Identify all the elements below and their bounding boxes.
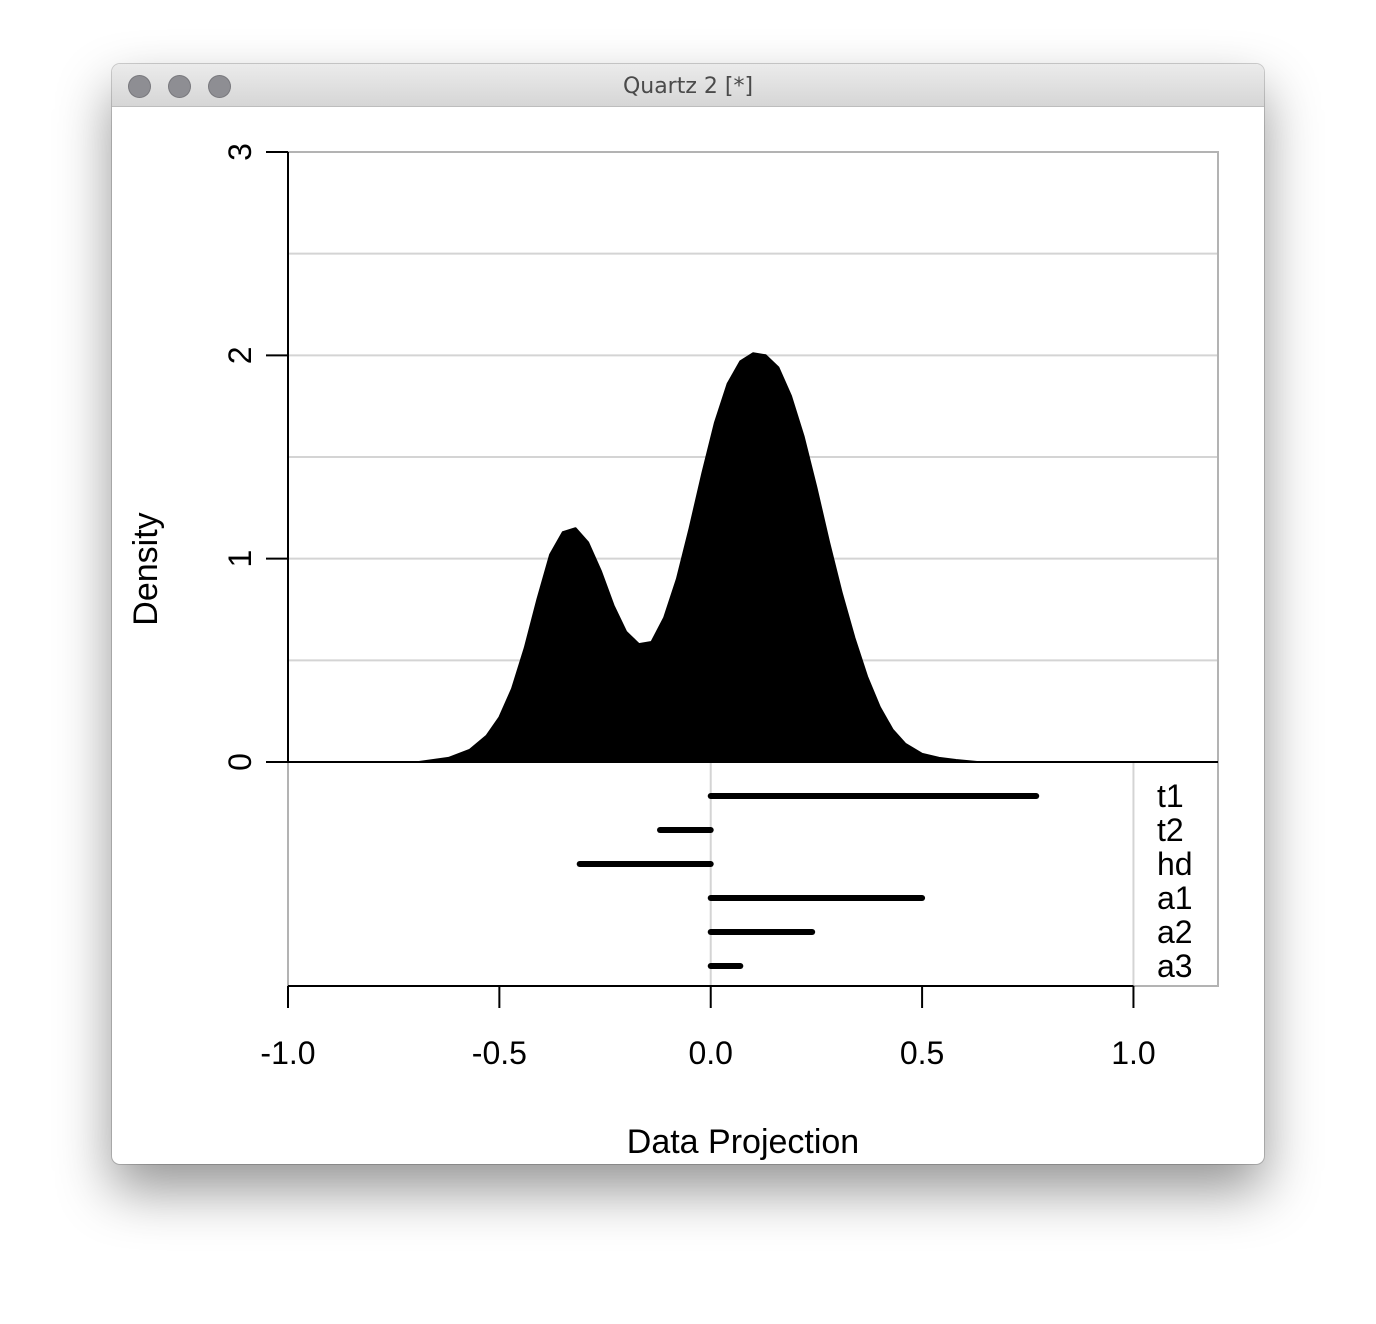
x-tick-label: -1.0	[260, 1035, 315, 1071]
x-axis-label: Data Projection	[627, 1123, 859, 1161]
segment-label-a3: a3	[1157, 948, 1193, 984]
x-tick-label: 1.0	[1111, 1035, 1155, 1071]
y-tick-label: 0	[222, 753, 258, 771]
close-button[interactable]	[128, 75, 151, 98]
x-tick-label: 0.0	[688, 1035, 732, 1071]
segment-label-t2: t2	[1157, 812, 1184, 848]
segment-label-hd: hd	[1157, 846, 1193, 882]
y-tick-label: 3	[222, 143, 258, 161]
zoom-button[interactable]	[208, 75, 231, 98]
segment-label-t1: t1	[1157, 778, 1184, 814]
x-tick-label: 0.5	[900, 1035, 944, 1071]
segment-label-a2: a2	[1157, 914, 1193, 950]
plot-area: t1 t2 hd a1 a2 a3 0 1 2 3 -1.0 -0.5 0.0 0.5 1.0 Data Pr…	[112, 107, 1264, 1164]
x-tick-label: -0.5	[472, 1035, 527, 1071]
y-tick-label: 1	[222, 550, 258, 568]
minimize-button[interactable]	[168, 75, 191, 98]
segment-label-a1: a1	[1157, 880, 1193, 916]
quartz-window: Quartz 2 [*] t1 t2 hd a1 a2 a3 0 1 2 3 -1.0 -0.5 0.0…	[112, 64, 1264, 1164]
density-area	[418, 352, 979, 763]
y-tick-label: 2	[222, 346, 258, 364]
window-title: Quartz 2 [*]	[622, 74, 754, 99]
y-axis-label: Density	[127, 512, 165, 625]
title-bar[interactable]: Quartz 2 [*]	[112, 64, 1264, 107]
